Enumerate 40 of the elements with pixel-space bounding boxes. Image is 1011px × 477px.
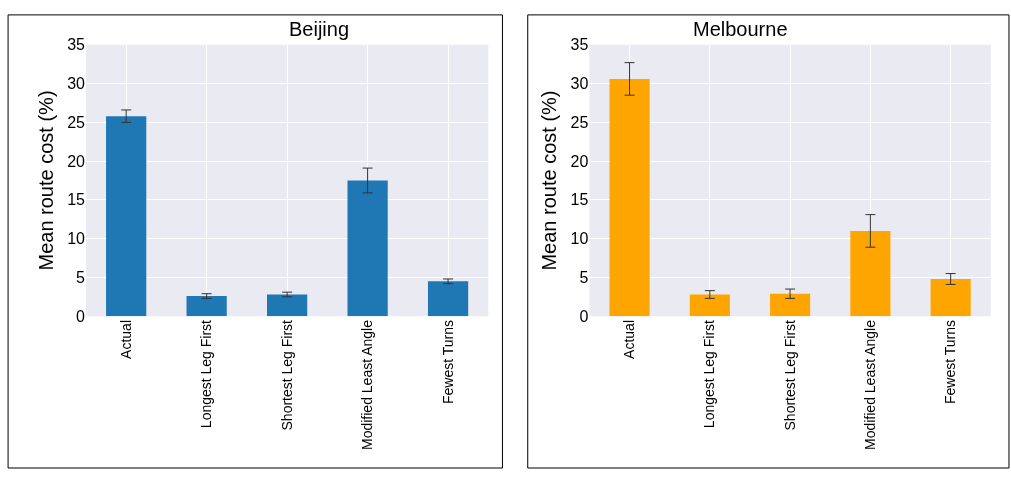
y-tick-label: 25 [67,113,86,131]
y-tick-label: 30 [570,75,589,93]
bar [427,281,469,317]
bar [186,296,227,317]
y-tick-label: 0 [76,307,86,325]
bar [930,278,971,317]
y-axis-title: Mean route cost (%) [34,90,57,271]
y-tick-label: 25 [570,113,589,131]
y-tick-label: 35 [67,36,86,54]
y-tick-label: 20 [570,152,589,170]
y-tick-label: 0 [579,307,589,325]
bar [609,78,650,317]
x-tick-label: Longest Leg First [198,319,215,429]
y-tick-label: 5 [579,269,589,287]
y-tick-label: 10 [570,230,589,248]
bar [267,294,308,317]
chart-title: Beijing [289,18,350,40]
y-tick-label: 15 [570,191,589,209]
chart-title: Melbourne [693,18,788,40]
x-tick-label: Modified Least Angle [861,319,878,450]
y-tick-label: 10 [67,230,86,248]
bar [850,230,891,317]
y-tick-label: 15 [67,191,86,209]
bar [347,180,388,317]
y-tick-label: 35 [570,36,589,54]
y-axis-title: Mean route cost (%) [538,90,561,271]
x-tick-label: Fewest Turns [439,320,456,405]
y-tick-label: 5 [76,269,86,287]
x-tick-label: Modified Least Angle [359,319,376,450]
x-tick-label: Fewest Turns [942,320,959,405]
x-tick-label: Longest Leg First [701,319,718,429]
x-tick-label: Actual [621,320,638,359]
bar [106,116,147,317]
y-tick-label: 30 [67,75,86,93]
x-tick-label: Shortest Leg First [781,319,798,431]
x-tick-label: Actual [117,320,134,359]
y-tick-label: 20 [67,152,86,170]
bar [770,293,811,317]
bar [689,294,730,317]
x-tick-label: Shortest Leg First [278,319,295,431]
